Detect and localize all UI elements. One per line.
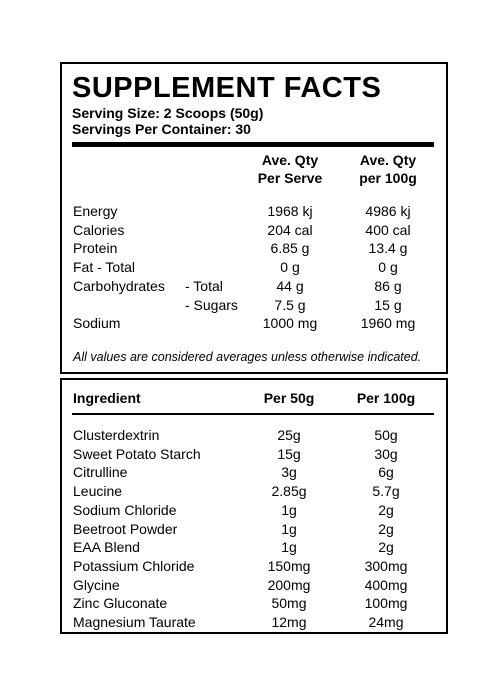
ingredients-box bbox=[60, 378, 448, 634]
ingredient-name: Leucine bbox=[73, 483, 123, 500]
servings-per-container: Servings Per Container: 30 bbox=[72, 121, 251, 137]
rule bbox=[72, 413, 434, 415]
per-serve: 1000 mg bbox=[262, 315, 318, 332]
ingredient-amount: 3g bbox=[281, 464, 297, 481]
ingredient-amount: 400mg bbox=[364, 576, 408, 593]
ingredient-amount: 6g bbox=[378, 464, 394, 481]
facts-box bbox=[60, 62, 448, 374]
ingredient-amount: 30g bbox=[374, 445, 398, 462]
ingredient-name: Beetroot Powder bbox=[73, 520, 178, 537]
nutrient-label: Carbohydrates bbox=[73, 277, 165, 294]
column-header: per 100g bbox=[359, 170, 417, 186]
per-serve: 6.85 g bbox=[270, 240, 310, 257]
per-100g: 0 g bbox=[378, 259, 398, 276]
per-100g: 1960 mg bbox=[360, 315, 416, 332]
ingredient-amount: 24mg bbox=[368, 614, 404, 630]
column-header: Ave. Qty bbox=[359, 152, 417, 168]
ingredient-amount: 150mg bbox=[267, 557, 311, 574]
ingredient-name: Clusterdextrin bbox=[73, 427, 160, 443]
ingredient-amount: 50g bbox=[374, 427, 398, 443]
ingredient-amount: 15g bbox=[277, 445, 301, 462]
ingredient-amount: 200mg bbox=[267, 576, 311, 593]
ingredient-amount: 100mg bbox=[364, 595, 408, 612]
ingredient-amount: 12mg bbox=[271, 614, 307, 630]
ingredient-amount: 25g bbox=[277, 427, 301, 443]
ingredient-name: Citrulline bbox=[73, 464, 128, 481]
ingredient-header: Per 50g bbox=[263, 390, 315, 406]
ingredient-header: Ingredient bbox=[73, 390, 141, 406]
ingredient-amount: 50mg bbox=[271, 595, 307, 612]
per-100g: 15 g bbox=[374, 296, 402, 313]
thick-rule bbox=[72, 142, 434, 147]
per-serve: 0 g bbox=[280, 259, 300, 276]
nutrient-sublabel: - Total bbox=[185, 277, 223, 294]
footnote: All values are considered averages unles… bbox=[73, 350, 422, 364]
ingredient-amount: 5.7g bbox=[372, 483, 400, 500]
ingredient-amount: 2g bbox=[378, 501, 394, 518]
ingredient-amount: 1g bbox=[281, 501, 297, 518]
nutrient-label: Fat - Total bbox=[73, 259, 135, 276]
ingredient-name: Glycine bbox=[73, 576, 120, 593]
column-header: Per Serve bbox=[257, 170, 323, 186]
nutrient-label: Sodium bbox=[73, 315, 121, 332]
ingredient-amount: 2.85g bbox=[271, 483, 307, 500]
per-100g: 13.4 g bbox=[368, 240, 408, 257]
ingredient-name: Sweet Potato Starch bbox=[73, 445, 201, 462]
nutrient-label: Protein bbox=[73, 240, 118, 257]
serving-size: Serving Size: 2 Scoops (50g) bbox=[72, 105, 264, 121]
title: SUPPLEMENT FACTS bbox=[72, 72, 382, 104]
column-header: Ave. Qty bbox=[261, 152, 319, 168]
ingredient-amount: 300mg bbox=[364, 557, 408, 574]
ingredient-amount: 2g bbox=[378, 520, 394, 537]
ingredient-header: Per 100g bbox=[356, 390, 416, 406]
ingredient-name: EAA Blend bbox=[73, 539, 140, 556]
nutrient-label: Calories bbox=[73, 221, 125, 238]
per-serve: 204 cal bbox=[267, 221, 313, 238]
nutrient-label: Energy bbox=[73, 203, 118, 219]
ingredient-name: Sodium Chloride bbox=[73, 501, 177, 518]
ingredient-name: Potassium Chloride bbox=[73, 557, 195, 574]
per-serve: 44 g bbox=[276, 277, 304, 294]
ingredient-amount: 1g bbox=[281, 520, 297, 537]
ingredient-amount: 2g bbox=[378, 539, 394, 556]
ingredient-name: Zinc Gluconate bbox=[73, 595, 168, 612]
ingredient-amount: 1g bbox=[281, 539, 297, 556]
per-100g: 4986 kj bbox=[365, 203, 411, 219]
per-serve: 7.5 g bbox=[274, 296, 306, 313]
per-serve: 1968 kj bbox=[267, 203, 313, 219]
ingredient-name: Magnesium Taurate bbox=[73, 614, 196, 630]
per-100g: 86 g bbox=[374, 277, 402, 294]
per-100g: 400 cal bbox=[365, 221, 411, 238]
nutrient-sublabel: - Sugars bbox=[185, 296, 238, 313]
